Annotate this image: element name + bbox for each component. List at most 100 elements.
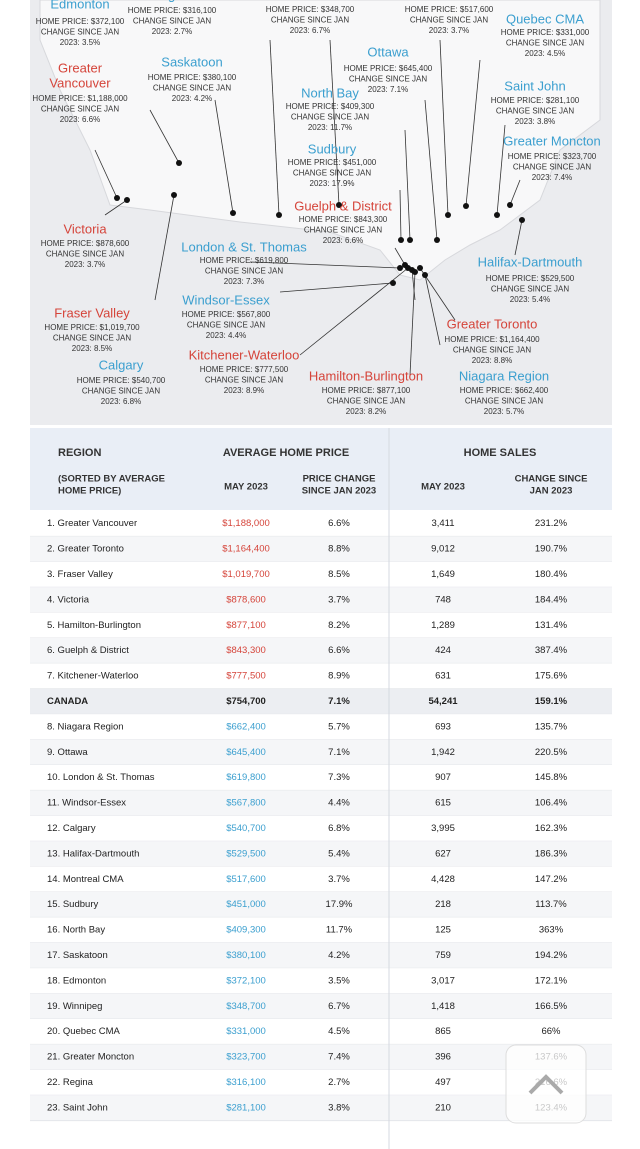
table-cell: 3,995 <box>431 823 455 834</box>
table-row <box>30 892 612 918</box>
table-cell: 54,241 <box>428 696 458 707</box>
table-cell: 7.4% <box>328 1052 350 1063</box>
table-cell: 17.9% <box>326 899 353 910</box>
region-stat: CHANGE SINCE JAN <box>205 267 283 276</box>
region-stat: CHANGE SINCE JAN <box>453 346 531 355</box>
table-cell: 2. Greater Toronto <box>47 544 124 555</box>
location-dot <box>390 280 396 286</box>
scroll-top-button[interactable] <box>505 1044 587 1124</box>
leader-line <box>411 269 416 301</box>
leader-line <box>424 99 438 241</box>
region-stat: CHANGE SINCE JAN <box>291 113 369 122</box>
leader-line <box>214 99 234 214</box>
region-stat: CHANGE SINCE JAN <box>41 105 119 114</box>
region-stat: 2023: 5.4% <box>510 295 550 304</box>
table-row <box>30 561 612 588</box>
table-cell: 9,012 <box>431 544 455 555</box>
header-sales-change: CHANGE SINCE <box>515 474 588 485</box>
table-cell: 1,418 <box>431 1001 455 1012</box>
table-cell: 1,649 <box>431 569 455 580</box>
table-cell: 8.5% <box>328 569 350 580</box>
table-cell: 18. Edmonton <box>47 975 106 986</box>
table-cell: 106.4% <box>535 798 568 809</box>
region-stat: 2023: 6.7% <box>290 26 330 35</box>
region-stat: CHANGE SINCE JAN <box>46 250 124 259</box>
table-cell: 1,289 <box>431 620 455 631</box>
table-cell: 1,942 <box>431 747 455 758</box>
region-name: Saint John <box>504 78 565 93</box>
table-row <box>30 815 612 842</box>
region-name: Calgary <box>99 357 144 372</box>
location-dot <box>519 217 525 223</box>
region-stat: HOME PRICE: $877,100 <box>322 386 411 395</box>
region-stat: HOME PRICE: $323,700 <box>508 152 597 161</box>
region-stat: HOME PRICE: $777,500 <box>200 365 289 374</box>
region-name: Vancouver <box>49 75 111 90</box>
region-stat: HOME PRICE: $451,000 <box>288 158 377 167</box>
location-dot <box>114 195 120 201</box>
location-dot <box>422 272 428 278</box>
table-cell: $567,800 <box>226 798 266 809</box>
table-cell: $1,019,700 <box>222 569 270 580</box>
region-stat: CHANGE SINCE JAN <box>349 75 427 84</box>
table-cell: 3.7% <box>328 874 350 885</box>
region-stat: HOME PRICE: $1,188,000 <box>32 94 128 103</box>
table-cell: 66% <box>541 1026 561 1037</box>
region-name: Greater Toronto <box>447 316 538 331</box>
region-name: Sudbury <box>308 141 357 156</box>
leader-line <box>94 149 118 199</box>
table-cell: 387.4% <box>535 645 568 656</box>
region-name: Saskatoon <box>161 54 222 69</box>
region-name: Ottawa <box>367 44 409 59</box>
table-row <box>30 587 612 613</box>
table-row <box>30 841 612 867</box>
region-name: Edmonton <box>50 0 109 11</box>
table-cell: $540,700 <box>226 823 266 834</box>
location-dot <box>171 192 177 198</box>
table-cell: 7.3% <box>328 772 350 783</box>
region-stat: 2023: 6.6% <box>323 236 363 245</box>
table-row <box>30 638 612 664</box>
region-stat: 2023: 11.7% <box>308 123 352 132</box>
header-region-note: (SORTED BY AVERAGE <box>58 474 165 485</box>
region-name: Niagara Region <box>459 368 549 383</box>
table-cell: 4,428 <box>431 874 455 885</box>
header-region-note: HOME PRICE) <box>58 486 121 497</box>
leader-line <box>404 129 411 241</box>
location-dot <box>398 237 404 243</box>
table-cell: 175.6% <box>535 671 568 682</box>
region-stat: CHANGE SINCE JAN <box>205 376 283 385</box>
table-cell: 615 <box>435 798 451 809</box>
table-row <box>30 739 612 765</box>
table-cell: 1. Greater Vancouver <box>47 518 137 529</box>
table-cell: 497 <box>435 1077 451 1088</box>
header-price-month: MAY 2023 <box>224 482 268 493</box>
location-dot <box>124 197 130 203</box>
region-stat: CHANGE SINCE JAN <box>304 226 382 235</box>
table-cell: $777,500 <box>226 671 266 682</box>
leader-line <box>154 194 175 301</box>
table-cell: 363% <box>539 925 564 936</box>
table-cell: 7.1% <box>328 696 350 707</box>
region-stat: CHANGE SINCE JAN <box>496 107 574 116</box>
region-stat: HOME PRICE: $619,800 <box>200 256 289 265</box>
table-cell: 8.2% <box>328 620 350 631</box>
table-cell: 2.7% <box>328 1077 350 1088</box>
table-cell: 5.4% <box>328 848 350 859</box>
leader-line <box>465 59 481 207</box>
table-cell: 17. Saskatoon <box>47 950 108 961</box>
location-dot <box>412 269 418 275</box>
table-cell: 147.2% <box>535 874 568 885</box>
region-stat: CHANGE SINCE JAN <box>410 16 488 25</box>
table-cell: 20. Quebec CMA <box>47 1026 121 1037</box>
table-cell: 4.2% <box>328 950 350 961</box>
region-stat: 2023: 3.5% <box>60 38 100 47</box>
region-stat: CHANGE SINCE JAN <box>513 163 591 172</box>
table-cell: $529,500 <box>226 848 266 859</box>
region-stat: 2023: 4.5% <box>525 49 565 58</box>
region-name: Regina <box>151 0 193 2</box>
table-cell: 15. Sudbury <box>47 899 98 910</box>
region-stat: CHANGE SINCE JAN <box>327 397 405 406</box>
table-cell: $323,700 <box>226 1052 266 1063</box>
table-cell: 11. Windsor-Essex <box>47 798 126 809</box>
